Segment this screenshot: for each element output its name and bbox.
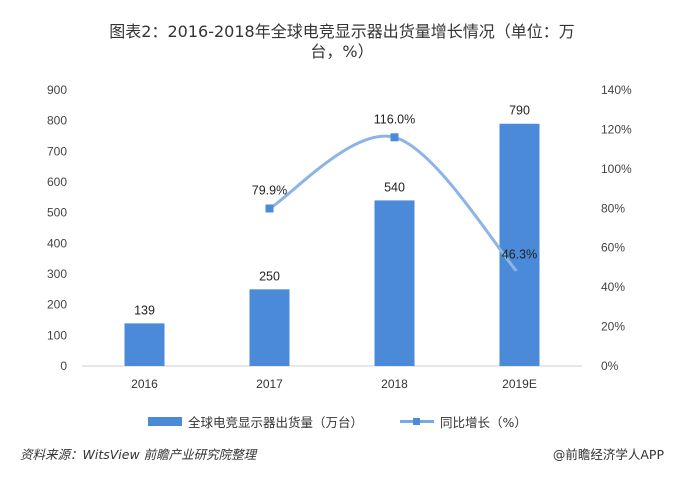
line-marker [515, 270, 524, 279]
chart-title-line-2: 台，%） [310, 42, 374, 61]
y-tick-label: 500 [47, 206, 67, 220]
y2-tick-label: 100% [601, 162, 632, 176]
y-tick-label: 600 [47, 175, 67, 189]
line-series [265, 133, 524, 279]
data-labels: 139 250 540 790 79.9% 116.0% 46.3% [134, 104, 537, 318]
line-data-label: 79.9% [252, 183, 287, 197]
brand-credit: @前瞻经济学人APP [552, 447, 664, 462]
x-tick-label: 2017 [256, 377, 283, 391]
y2-tick-label: 140% [601, 83, 632, 97]
bar [374, 200, 415, 366]
bar-data-label: 540 [384, 180, 405, 194]
chart-title: 图表2：2016-2018年全球电竞显示器出货量增长情况（单位：万 台，%） [0, 22, 684, 62]
legend-item-line: 同比增长（%） [400, 412, 527, 431]
y-tick-label: 900 [47, 83, 67, 97]
line-data-label: 46.3% [502, 248, 537, 262]
legend-line-swatch [400, 417, 434, 426]
line-data-label: 116.0% [374, 112, 415, 126]
bar-data-label: 250 [259, 269, 280, 283]
bar [124, 323, 165, 366]
source-note: 资料来源：WitsView 前瞻产业研究院整理 [20, 447, 257, 462]
bar-data-label: 790 [509, 104, 530, 118]
bar-series [124, 123, 540, 366]
legend-bar-label: 全球电竞显示器出货量（万台） [188, 415, 364, 430]
line-marker [390, 133, 399, 142]
y2-tick-label: 120% [601, 122, 632, 136]
y-tick-label: 0 [60, 359, 67, 373]
x-tick-label: 2019E [502, 377, 537, 391]
line-marker [265, 204, 274, 213]
x-tick-label: 2018 [381, 377, 408, 391]
legend: 全球电竞显示器出货量（万台） 同比增长（%） [0, 412, 684, 432]
y2-tick-label: 80% [601, 201, 625, 215]
y-tick-label: 800 [47, 114, 67, 128]
y-tick-label: 200 [47, 298, 67, 312]
y-tick-label: 100 [47, 328, 67, 342]
bar [499, 123, 540, 366]
y2-tick-label: 0% [601, 359, 619, 373]
y-tick-label: 400 [47, 236, 67, 250]
legend-item-bar: 全球电竞显示器出货量（万台） [148, 412, 363, 431]
legend-line-label: 同比增长（%） [440, 415, 527, 430]
y2-tick-label: 20% [601, 320, 625, 334]
y-tick-label: 300 [47, 267, 67, 281]
bar-data-label: 139 [134, 303, 155, 317]
chart-axes: 0 100 200 300 400 500 600 700 800 900 0% 20% 40% 60% 8… [47, 83, 632, 391]
y2-tick-label: 60% [601, 241, 625, 255]
x-tick-label: 2016 [131, 377, 158, 391]
bar [249, 289, 290, 366]
chart-title-line-1: 图表2：2016-2018年全球电竞显示器出货量增长情况（单位：万 [109, 22, 575, 41]
y-tick-label: 700 [47, 144, 67, 158]
y2-tick-label: 40% [601, 280, 625, 294]
footer: 资料来源：WitsView 前瞻产业研究院整理 @前瞻经济学人APP [20, 444, 664, 464]
legend-bar-swatch [148, 417, 182, 426]
